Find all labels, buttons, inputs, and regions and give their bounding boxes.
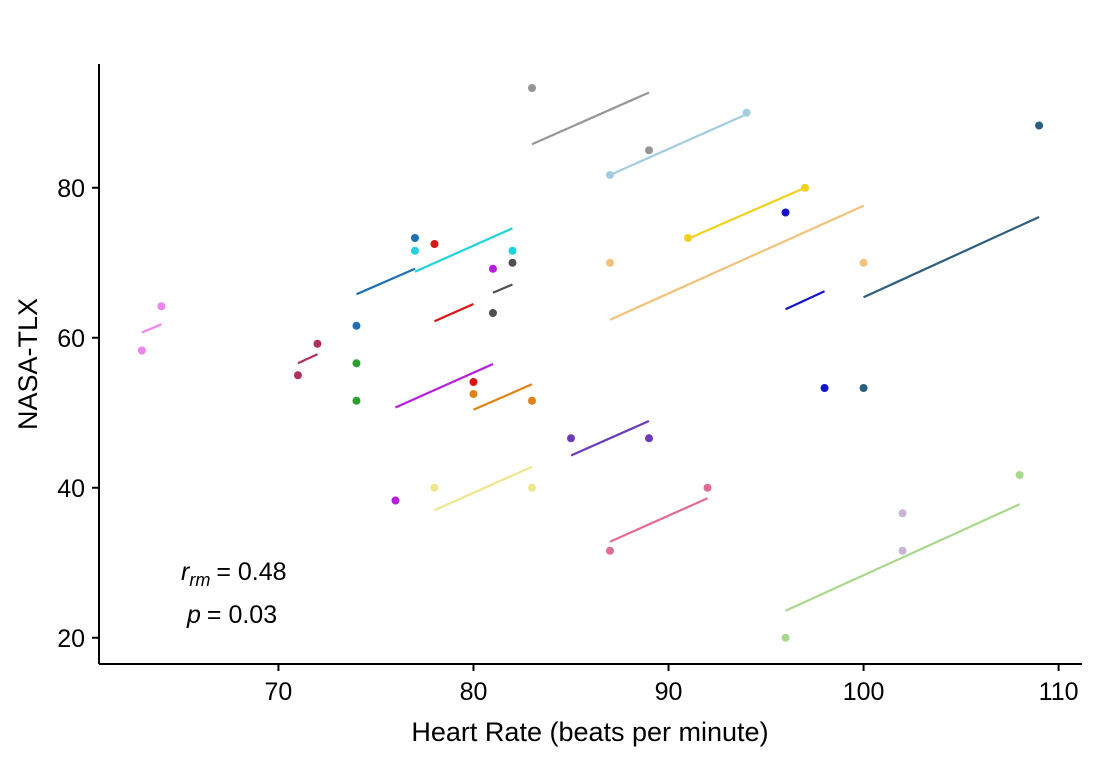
- fit-line-6: [414, 227, 513, 273]
- fit-line-12: [570, 419, 650, 457]
- y-tick-label: 80: [57, 175, 85, 203]
- data-point-1-1: [137, 346, 146, 355]
- data-point-14-1: [606, 258, 615, 267]
- data-point-1-2: [157, 302, 166, 311]
- data-point-2-1: [293, 371, 302, 380]
- data-point-20-2: [898, 546, 907, 555]
- data-point-4-2: [352, 396, 361, 405]
- fit-line-16: [687, 186, 806, 240]
- x-tick-label: 110: [1039, 678, 1079, 706]
- fit-line-2: [297, 353, 318, 365]
- x-axis-title: Heart Rate (beats per minute): [411, 717, 768, 747]
- data-point-19-2: [1035, 121, 1044, 130]
- data-point-8-2: [469, 378, 478, 386]
- x-tick-label: 100: [843, 678, 885, 706]
- data-point-10-2: [508, 258, 517, 267]
- fit-line-11: [531, 91, 650, 146]
- fit-line-5: [395, 362, 494, 409]
- data-point-7-2: [527, 483, 536, 492]
- y-tick-label: 60: [57, 325, 85, 353]
- fit-line-8: [434, 302, 474, 323]
- data-point-18-1: [781, 633, 790, 642]
- x-tick-label: 90: [655, 678, 683, 706]
- data-point-6-2: [508, 246, 517, 255]
- data-point-5-2: [488, 264, 497, 273]
- data-point-14-2: [859, 258, 868, 267]
- data-point-12-1: [566, 434, 575, 443]
- correlation-annotation: rrm = 0.48: [181, 558, 287, 590]
- data-point-13-1: [606, 546, 615, 555]
- x-tick-label: 70: [265, 678, 293, 706]
- data-point-15-2: [742, 108, 751, 117]
- fit-line-1: [141, 323, 162, 334]
- data-point-11-2: [645, 146, 654, 155]
- data-point-9-2: [527, 396, 536, 405]
- data-point-3-2: [410, 234, 419, 242]
- y-tick-label: 20: [57, 625, 85, 653]
- data-point-8-1: [430, 240, 439, 248]
- fit-line-17: [785, 290, 826, 311]
- data-point-9-1: [469, 390, 478, 398]
- y-ticks: 20 40 60 80: [57, 175, 99, 653]
- data-point-11-1: [527, 84, 536, 92]
- y-axis-title: NASA-TLX: [13, 298, 43, 430]
- data-point-18-2: [1015, 471, 1024, 479]
- data-point-13-2: [703, 483, 712, 492]
- data-point-6-1: [410, 246, 419, 255]
- fit-line-7: [434, 465, 533, 512]
- x-tick-label: 80: [460, 678, 488, 706]
- data-point-7-1: [430, 483, 439, 492]
- regression-lines: [141, 91, 1040, 612]
- fit-line-15: [609, 113, 747, 177]
- data-point-19-1: [859, 384, 868, 392]
- fit-line-18: [785, 503, 1021, 612]
- r-value: = 0.48: [216, 558, 286, 586]
- data-point-15-1: [606, 171, 615, 179]
- data-point-16-2: [801, 183, 810, 192]
- data-point-10-1: [488, 309, 497, 317]
- fit-line-19: [863, 215, 1040, 299]
- data-point-17-2: [820, 384, 829, 392]
- fit-line-10: [492, 283, 513, 294]
- p-symbol: p: [186, 601, 201, 629]
- data-point-2-2: [313, 339, 322, 348]
- x-ticks: 70 80 90 100 110: [265, 664, 1079, 706]
- data-point-3-1: [352, 321, 361, 330]
- r-symbol: r: [181, 558, 191, 586]
- data-points: [137, 84, 1044, 642]
- data-point-5-1: [391, 496, 400, 505]
- data-point-17-1: [781, 208, 790, 217]
- data-point-12-2: [645, 434, 654, 443]
- fit-line-14: [609, 204, 865, 321]
- p-value-annotation: p = 0.03: [186, 601, 277, 629]
- y-tick-label: 40: [57, 475, 85, 503]
- data-point-16-1: [684, 234, 693, 242]
- r-subscript: rm: [189, 570, 210, 590]
- fit-line-13: [609, 497, 708, 543]
- fit-line-3: [356, 267, 416, 296]
- fit-line-9: [473, 383, 533, 411]
- p-value: = 0.03: [207, 601, 277, 629]
- data-point-20-1: [898, 509, 907, 518]
- data-point-4-1: [352, 359, 361, 368]
